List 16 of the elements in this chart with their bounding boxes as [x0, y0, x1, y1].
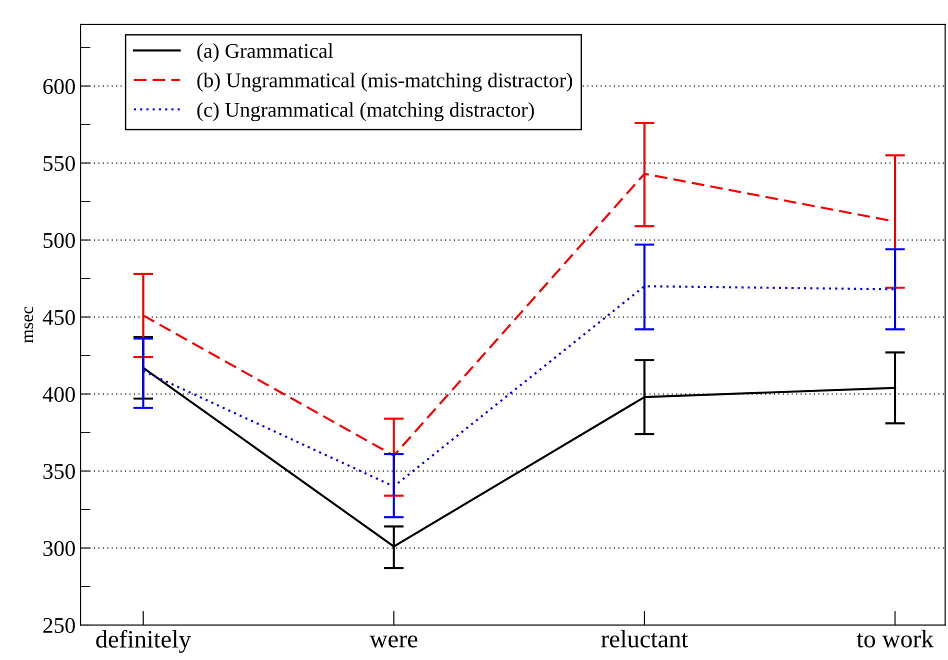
legend-label: (a) Grammatical: [197, 43, 334, 62]
y-tick-label: 400: [42, 386, 75, 402]
y-tick-label: 300: [43, 540, 75, 556]
y-tick-label: 450: [42, 310, 75, 325]
legend-label: (b) Ungrammatical (mis-matching distractor): [197, 72, 572, 92]
x-tick-label: definitely: [96, 630, 192, 653]
x-tick-label: reluctant: [601, 630, 688, 648]
x-tick-label: to work: [856, 630, 934, 648]
y-tick-label: 350: [43, 464, 75, 479]
y-tick-label: 600: [43, 78, 75, 94]
y-tick-label: 250: [43, 618, 75, 633]
y-tick-label: 550: [44, 156, 75, 171]
y-axis-title: msec: [24, 306, 34, 343]
legend-label: (c) Ungrammatical (matching distractor): [197, 102, 534, 122]
x-tick-label: were: [370, 635, 418, 648]
y-tick-label: 500: [44, 232, 75, 248]
